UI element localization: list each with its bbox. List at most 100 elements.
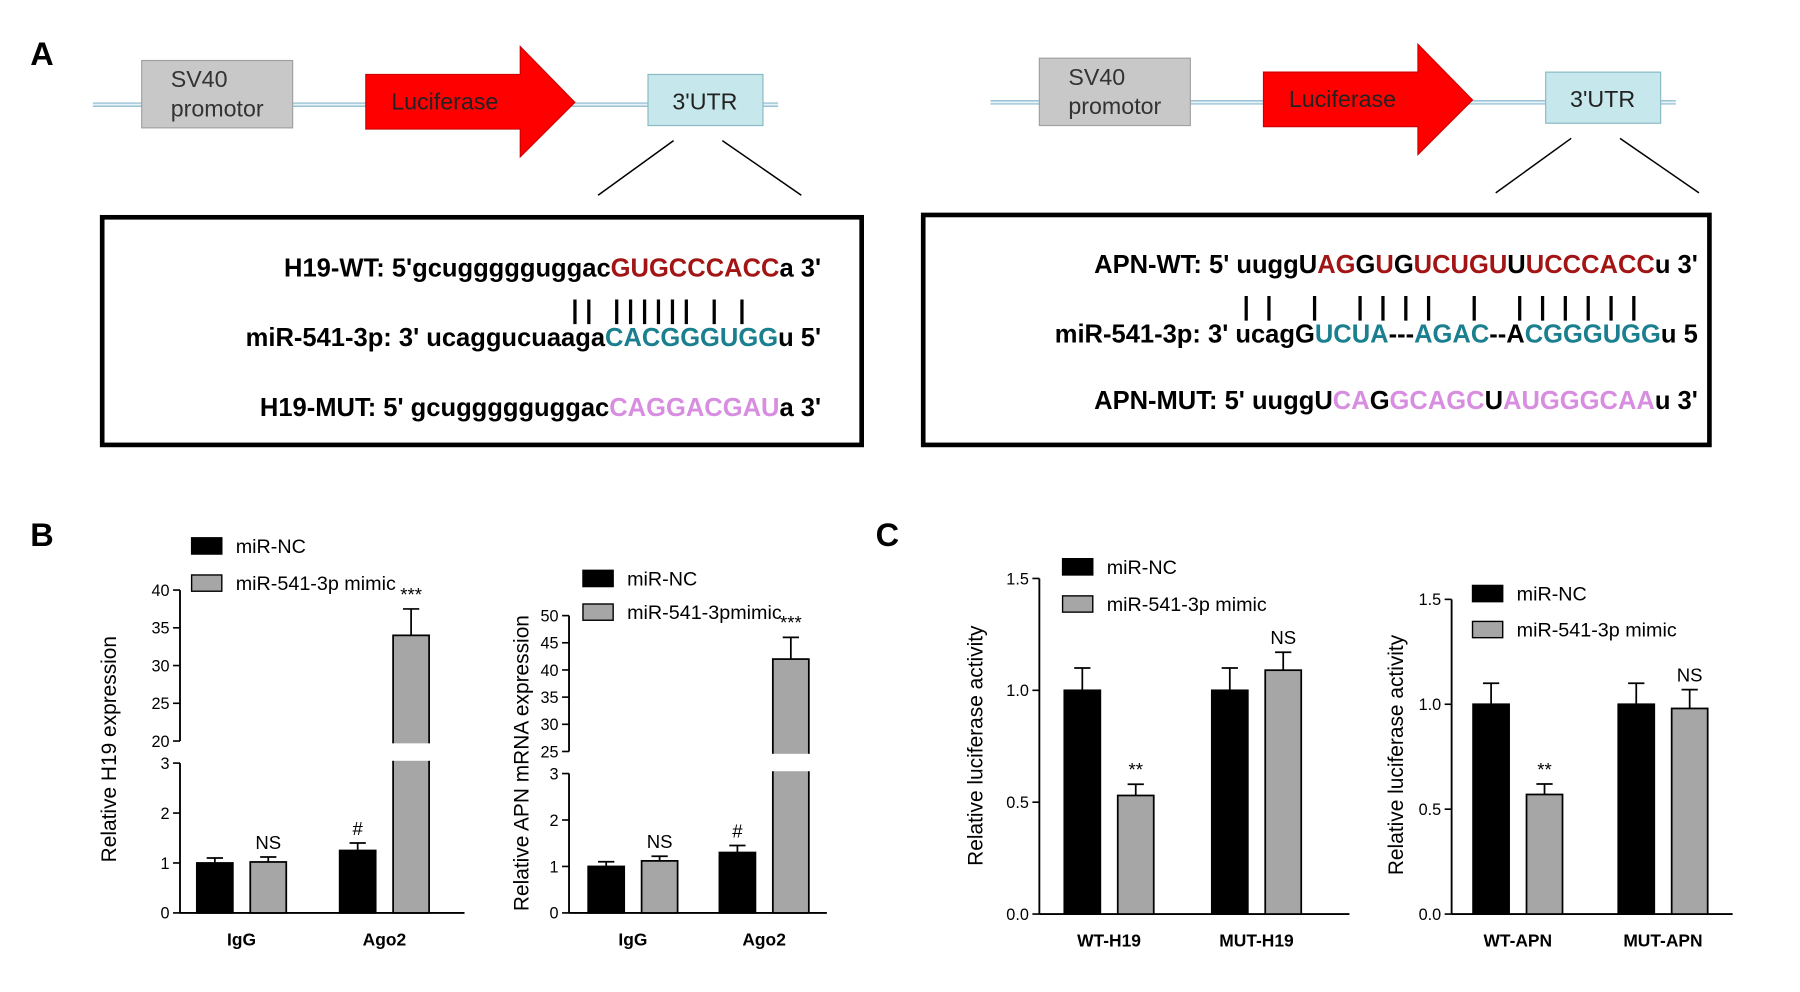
sequence-row: APN-MUT: 5' uuggUCAGGCAGCUAUGGGCAAu 3' — [1094, 387, 1698, 415]
sequence-segment: AG — [1317, 251, 1355, 279]
y-tick-label: 0.0 — [1006, 906, 1029, 924]
y-axis-label: Relative APN mRNA expression — [510, 615, 533, 911]
x-tick-label: WT-APN — [1483, 931, 1552, 951]
x-tick-label: IgG — [618, 929, 647, 949]
bar — [640, 860, 679, 914]
sequence-segment: miR-541-3p: 3' ucagG — [1055, 321, 1315, 349]
legend-label: miR-NC — [1107, 557, 1177, 579]
sequence-segment: UCUGU — [1414, 251, 1508, 279]
y-tick-label: 35 — [151, 620, 169, 638]
utr-label: 3'UTR — [672, 88, 737, 114]
y-tick-label: 40 — [541, 662, 559, 680]
y-tick-label: 0.5 — [1006, 794, 1029, 812]
sequence-segment: U — [1485, 387, 1503, 415]
gene-label: Luciferase — [1289, 86, 1396, 112]
y-tick-label: 25 — [151, 695, 169, 713]
bar — [1525, 793, 1564, 915]
y-axis-label: Relative luciferase activity — [964, 625, 987, 866]
sequence-segment: UCUA — [1315, 321, 1389, 349]
legend-swatch — [1471, 584, 1504, 603]
zoom-line — [721, 140, 802, 196]
sequence-box — [99, 214, 864, 448]
y-tick-label: 25 — [541, 743, 559, 761]
bar — [1063, 689, 1102, 915]
zoom-line — [1495, 137, 1572, 194]
legend-swatch — [1061, 595, 1094, 613]
sequence-segment: G — [1370, 387, 1390, 415]
gene-arrow — [365, 45, 576, 159]
y-tick-label: 30 — [541, 716, 559, 734]
promoter-box — [1038, 57, 1191, 127]
gene-arrow — [1262, 42, 1474, 156]
sequence-segment: u 3' — [1655, 251, 1698, 279]
significance-label: *** — [780, 612, 802, 633]
bar — [1617, 703, 1656, 915]
y-tick-label: 1.5 — [1419, 591, 1442, 609]
y-tick-label: 35 — [541, 689, 559, 707]
legend-swatch — [582, 603, 614, 621]
legend-swatch — [1471, 620, 1504, 639]
x-tick-label: Ago2 — [742, 929, 786, 949]
y-tick-label: 1.0 — [1419, 696, 1442, 714]
pairing-bars: || |||||| | | — [571, 296, 745, 324]
sequence-segment: miR-541-3p: 3' ucaggucuaaga — [246, 324, 606, 352]
y-tick-label: 50 — [541, 607, 559, 625]
pairing-bars: || | |||| | |||||| — [1243, 293, 1638, 321]
panel-label: B — [30, 517, 53, 553]
zoom-line — [597, 140, 674, 196]
sequence-segment: CAGGACGAU — [609, 394, 779, 422]
sequence-box — [920, 212, 1712, 448]
axis-break — [571, 753, 830, 772]
bar — [392, 634, 430, 914]
sequence-row: H19-WT: 5'gcuggggguggacGUGCCCACCa 3' — [284, 255, 821, 283]
legend-label: miR-541-3p mimic — [1517, 620, 1677, 642]
sequence-segment: CA — [1333, 387, 1370, 415]
sequence-segment: APN-MUT: 5' uuggU — [1094, 387, 1333, 415]
significance-label: *** — [400, 584, 422, 605]
legend-label: miR-NC — [1517, 584, 1587, 606]
gene-label: Luciferase — [391, 88, 498, 114]
legend-swatch — [1061, 558, 1094, 576]
y-tick-label: 2 — [161, 805, 170, 823]
sequence-segment: GCAGC — [1390, 387, 1485, 415]
bar — [338, 849, 377, 914]
bar — [718, 851, 757, 914]
y-tick-label: 1 — [550, 858, 559, 876]
sequence-row: miR-541-3p: 3' ucaggucuaagaCACGGGUGGu 5' — [246, 324, 821, 352]
panel-label: C — [876, 517, 899, 553]
sequence-segment: G — [1356, 251, 1376, 279]
sequence-segment: U — [1507, 251, 1525, 279]
y-axis-label: Relative luciferase activity — [1385, 634, 1408, 875]
panel-label: A — [30, 36, 53, 72]
y-tick-label: 1 — [161, 855, 170, 873]
promoter-label: promotor — [1068, 93, 1161, 119]
promoter-box — [141, 59, 294, 129]
legend-label: miR-541-3p mimic — [1107, 594, 1267, 616]
legend-label: miR-541-3pmimic — [627, 602, 782, 624]
legend-label: miR-541-3p mimic — [236, 573, 396, 595]
sequence-segment: H19-MUT: 5' gcuggggguggac — [260, 394, 609, 422]
sequence-segment: G — [1394, 251, 1414, 279]
significance-label: ** — [1537, 759, 1551, 780]
legend-label: miR-NC — [236, 536, 306, 558]
sequence-segment: APN-WT: 5' uuggU — [1094, 251, 1317, 279]
significance-label: # — [353, 818, 364, 839]
sequence-row: miR-541-3p: 3' ucagGUCUA---AGAC--ACGGGUG… — [1055, 321, 1698, 349]
significance-label: # — [732, 820, 743, 841]
x-tick-label: MUT-APN — [1623, 931, 1702, 951]
sequence-segment: --- — [1389, 321, 1415, 349]
y-tick-label: 45 — [541, 635, 559, 653]
y-tick-label: 0.5 — [1419, 801, 1442, 819]
bar — [1670, 707, 1709, 915]
promoter-label: promotor — [171, 95, 264, 121]
x-tick-label: Ago2 — [363, 929, 407, 949]
sequence-segment: u 5' — [778, 324, 821, 352]
utr-label: 3'UTR — [1570, 86, 1635, 112]
sequence-segment: u 5 — [1661, 321, 1698, 349]
y-tick-label: 2 — [550, 812, 559, 830]
sequence-segment: GUGCCCACC — [611, 255, 780, 283]
sequence-row: H19-MUT: 5' gcuggggguggacCAGGACGAUa 3' — [260, 394, 821, 422]
x-tick-label: WT-H19 — [1077, 931, 1141, 951]
utr-box — [1545, 71, 1662, 124]
